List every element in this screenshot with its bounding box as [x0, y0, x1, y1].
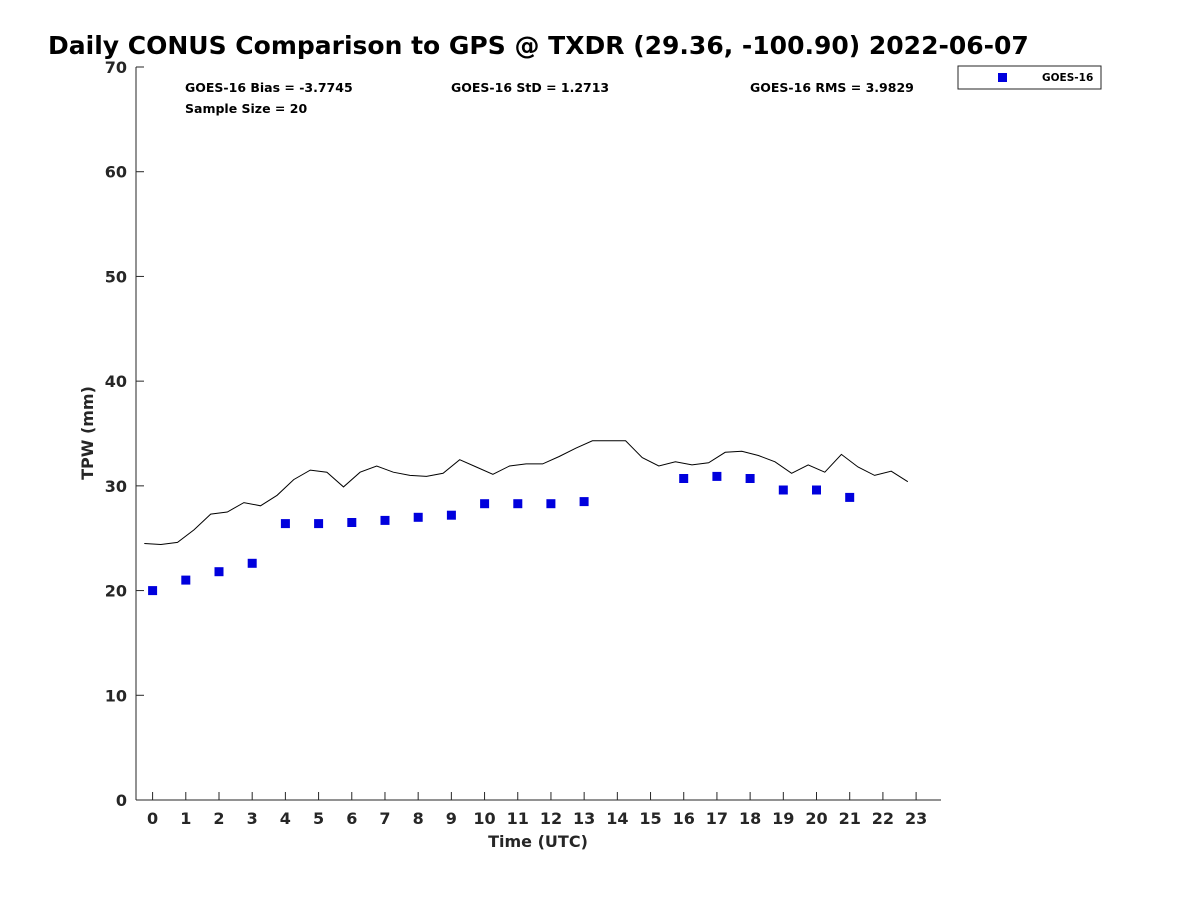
x-tick-label: 3 [247, 809, 258, 828]
x-tick-label: 13 [573, 809, 595, 828]
goes16-point [280, 519, 290, 529]
goes16-point [712, 471, 722, 481]
x-tick-label: 10 [473, 809, 495, 828]
chart-title: Daily CONUS Comparison to GPS @ TXDR (29… [48, 31, 1029, 60]
y-tick-label: 20 [105, 582, 127, 601]
y-tick-label: 50 [105, 267, 127, 286]
x-tick-label: 2 [213, 809, 224, 828]
goes16-point [579, 497, 589, 507]
goes16-point [812, 485, 821, 495]
goes16-point [546, 499, 556, 509]
goes16-point [214, 567, 224, 577]
x-tick-label: 5 [313, 809, 324, 828]
goes16-point [679, 474, 689, 483]
y-tick-label: 30 [105, 477, 127, 496]
goes16-point [247, 558, 257, 568]
y-tick-label: 40 [105, 372, 127, 391]
x-tick-label: 19 [772, 809, 794, 828]
goes16-point [845, 492, 855, 502]
gps-series-line [144, 440, 909, 546]
stat-sample-size: Sample Size = 20 [185, 101, 307, 116]
x-tick-label: 8 [413, 809, 424, 828]
y-axis-label: TPW (mm) [78, 386, 97, 480]
x-tick-label: 6 [346, 809, 357, 828]
y-tick-label: 70 [105, 58, 127, 77]
stat-rms: GOES-16 RMS = 3.9829 [750, 80, 914, 95]
goes16-point [745, 474, 755, 483]
x-tick-label: 15 [639, 809, 661, 828]
y-tick-label: 0 [116, 791, 127, 810]
goes16-point [347, 518, 357, 527]
y-tick-label: 10 [105, 686, 127, 705]
stats-annotations: GOES-16 Bias = -3.7745 GOES-16 StD = 1.2… [185, 80, 914, 116]
x-tick-label: 18 [739, 809, 761, 828]
legend: GOES-16 [957, 65, 1102, 90]
x-tick-label: 4 [280, 809, 291, 828]
goes16-point [314, 519, 324, 529]
x-axis-label: Time (UTC) [488, 832, 588, 851]
x-tick-label: 17 [706, 809, 728, 828]
stat-bias: GOES-16 Bias = -3.7745 [185, 80, 353, 95]
x-tick-label: 16 [673, 809, 695, 828]
legend-marker-goes16 [998, 73, 1007, 82]
x-tick-label: 22 [872, 809, 894, 828]
stat-std: GOES-16 StD = 1.2713 [451, 80, 609, 95]
goes16-point [380, 515, 390, 525]
x-tick-label: 9 [446, 809, 457, 828]
x-axis-ticks: 0 1 2 3 4 5 6 7 8 9 10 11 12 13 14 15 16 17 18 19 20 21 22 23 [147, 792, 927, 828]
y-tick-label: 60 [105, 163, 127, 182]
goes16-point [148, 586, 158, 596]
goes16-point [480, 499, 490, 509]
legend-box [957, 65, 1102, 90]
x-tick-label: 23 [905, 809, 927, 828]
legend-label-goes16: GOES-16 [1042, 72, 1093, 84]
x-tick-label: 20 [805, 809, 827, 828]
x-tick-label: 12 [540, 809, 562, 828]
y-axis-ticks: 0 10 20 30 40 50 60 70 [105, 58, 144, 810]
x-tick-label: 11 [507, 809, 529, 828]
goes16-point [778, 485, 788, 495]
x-tick-label: 1 [180, 809, 191, 828]
series-layer [144, 440, 909, 596]
goes16-point [181, 575, 191, 585]
x-tick-label: 0 [147, 809, 158, 828]
goes16-point [413, 512, 423, 522]
goes16-point [446, 510, 456, 520]
goes16-point [513, 499, 523, 509]
x-tick-label: 7 [379, 809, 390, 828]
x-tick-label: 21 [839, 809, 861, 828]
x-tick-label: 14 [606, 809, 628, 828]
